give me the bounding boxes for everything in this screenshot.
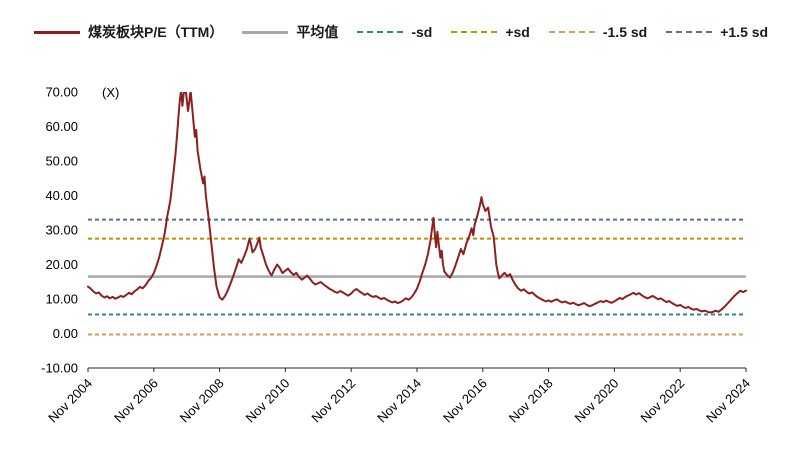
x-axis-tick-label: Nov 2022 bbox=[637, 376, 687, 426]
legend-label-plus-sd: +sd bbox=[505, 24, 530, 40]
chart-legend: 煤炭板块P/E（TTM） 平均值 -sd +sd -1.5 sd +1.5 sd bbox=[34, 22, 768, 42]
x-axis-tick-label: Nov 2010 bbox=[243, 376, 293, 426]
mean-line-swatch-icon bbox=[242, 30, 289, 34]
y-axis-tick-label: 60.00 bbox=[45, 119, 78, 134]
minus-sd-line-swatch-icon bbox=[357, 31, 404, 33]
legend-item-minus-sd: -sd bbox=[357, 24, 432, 40]
x-axis-tick-label: Nov 2008 bbox=[177, 376, 227, 426]
x-axis-tick-label: Nov 2006 bbox=[111, 376, 161, 426]
legend-item-plus-1-5-sd: +1.5 sd bbox=[666, 24, 768, 40]
legend-item-mean: 平均值 bbox=[242, 22, 338, 42]
y-axis-tick-label: 20.00 bbox=[45, 257, 78, 272]
plus-sd-line-swatch-icon bbox=[451, 31, 498, 33]
legend-item-pe-ttm: 煤炭板块P/E（TTM） bbox=[34, 22, 223, 42]
y-axis-tick-label: -10.00 bbox=[41, 361, 78, 376]
x-axis-tick-label: Nov 2020 bbox=[572, 376, 622, 426]
y-axis-tick-label: 50.00 bbox=[45, 154, 78, 169]
series-line-pe-ttm bbox=[87, 92, 747, 314]
x-axis-tick-label: Nov 2018 bbox=[506, 376, 556, 426]
x-axis-tick-label: Nov 2004 bbox=[45, 376, 95, 426]
plus-1-5-sd-line-swatch-icon bbox=[666, 31, 713, 33]
y-axis-tick-label: 40.00 bbox=[45, 188, 78, 203]
legend-item-plus-sd: +sd bbox=[451, 24, 530, 40]
legend-label-minus-sd: -sd bbox=[411, 24, 433, 40]
x-axis-tick-label: Nov 2016 bbox=[440, 376, 490, 426]
x-axis-tick-label: Nov 2012 bbox=[308, 376, 358, 426]
legend-label-pe-ttm: 煤炭板块P/E（TTM） bbox=[88, 24, 224, 40]
y-axis-tick-label: 30.00 bbox=[45, 223, 78, 238]
legend-label-plus-1-5-sd: +1.5 sd bbox=[720, 24, 769, 40]
legend-item-minus-1-5-sd: -1.5 sd bbox=[548, 24, 648, 40]
legend-label-minus-1-5-sd: -1.5 sd bbox=[602, 24, 648, 40]
pe-line-swatch-icon bbox=[34, 30, 80, 34]
legend-label-mean: 平均值 bbox=[296, 24, 339, 40]
x-axis-tick-label: Nov 2014 bbox=[374, 376, 424, 426]
y-axis-tick-label: 10.00 bbox=[45, 292, 78, 307]
y-axis-unit-label: (X) bbox=[102, 85, 119, 100]
y-axis-tick-label: 70.00 bbox=[45, 85, 78, 100]
minus-1-5-sd-line-swatch-icon bbox=[548, 31, 595, 33]
y-axis-tick-label: 0.00 bbox=[53, 326, 78, 341]
x-axis-tick-label: Nov 2024 bbox=[703, 376, 753, 426]
